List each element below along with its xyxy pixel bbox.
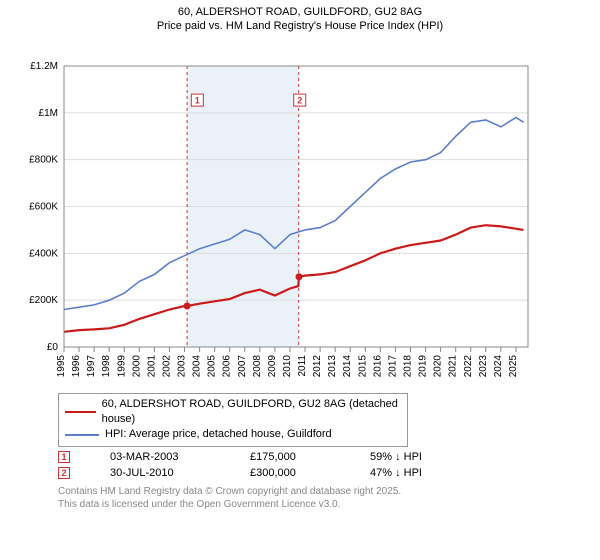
legend-swatch — [65, 411, 96, 413]
svg-text:1996: 1996 — [71, 354, 82, 377]
footer-line2: This data is licensed under the Open Gov… — [58, 498, 590, 511]
svg-text:1: 1 — [195, 95, 200, 105]
svg-text:£200K: £200K — [29, 295, 58, 306]
svg-text:2001: 2001 — [146, 354, 157, 377]
svg-text:1997: 1997 — [86, 354, 97, 377]
marker-pct: 59% ↓ HPI — [370, 451, 422, 463]
svg-text:2008: 2008 — [252, 354, 263, 377]
svg-text:2012: 2012 — [312, 354, 323, 377]
svg-text:£1.2M: £1.2M — [30, 61, 58, 72]
svg-text:£800K: £800K — [29, 154, 58, 165]
svg-text:2018: 2018 — [402, 354, 413, 377]
svg-text:£0: £0 — [47, 342, 59, 353]
svg-text:2007: 2007 — [237, 354, 248, 377]
marker-pct: 47% ↓ HPI — [370, 467, 422, 479]
svg-text:2005: 2005 — [207, 354, 218, 377]
svg-text:1999: 1999 — [116, 354, 127, 377]
svg-text:1995: 1995 — [56, 354, 67, 377]
marker-row: 1 03-MAR-2003 £175,000 59% ↓ HPI — [58, 451, 590, 463]
legend-item: HPI: Average price, detached house, Guil… — [65, 427, 401, 442]
svg-text:2003: 2003 — [177, 354, 188, 377]
svg-text:2006: 2006 — [222, 354, 233, 377]
line-chart: 1995 1996 1997 1998 1999 2000 2001 2002 2003 2004… — [10, 38, 590, 387]
svg-text:2019: 2019 — [418, 354, 429, 377]
svg-text:£400K: £400K — [29, 248, 58, 259]
svg-text:2024: 2024 — [493, 354, 504, 377]
marker-price: £300,000 — [250, 467, 330, 479]
svg-text:£1M: £1M — [39, 107, 58, 118]
svg-text:2021: 2021 — [448, 354, 459, 377]
footer-line1: Contains HM Land Registry data © Crown c… — [58, 485, 590, 498]
svg-text:2004: 2004 — [192, 354, 203, 377]
svg-text:2011: 2011 — [297, 354, 308, 376]
svg-text:£600K: £600K — [29, 201, 58, 212]
svg-text:2014: 2014 — [342, 354, 353, 377]
svg-text:1998: 1998 — [101, 354, 112, 377]
legend: 60, ALDERSHOT ROAD, GUILDFORD, GU2 8AG (… — [58, 393, 408, 447]
svg-text:2016: 2016 — [372, 354, 383, 377]
footer: Contains HM Land Registry data © Crown c… — [58, 485, 590, 511]
marker-num: 1 — [58, 451, 70, 463]
svg-text:2022: 2022 — [463, 354, 474, 377]
marker-row: 2 30-JUL-2010 £300,000 47% ↓ HPI — [58, 467, 590, 479]
svg-text:2023: 2023 — [478, 354, 489, 377]
svg-text:2015: 2015 — [357, 354, 368, 377]
svg-text:2: 2 — [297, 95, 302, 105]
marker-table: 1 03-MAR-2003 £175,000 59% ↓ HPI 2 30-JUL-201… — [58, 451, 590, 479]
legend-item: 60, ALDERSHOT ROAD, GUILDFORD, GU2 8AG (… — [65, 397, 401, 428]
marker-price: £175,000 — [250, 451, 330, 463]
title-line2: Price paid vs. HM Land Registry's House … — [10, 20, 590, 34]
legend-label: 60, ALDERSHOT ROAD, GUILDFORD, GU2 8AG (… — [102, 397, 401, 428]
title-line1: 60, ALDERSHOT ROAD, GUILDFORD, GU2 8AG — [10, 6, 590, 20]
marker-date: 30-JUL-2010 — [110, 467, 210, 479]
svg-text:2010: 2010 — [282, 354, 293, 377]
svg-text:2017: 2017 — [387, 354, 398, 377]
svg-text:2002: 2002 — [161, 354, 172, 377]
svg-text:2025: 2025 — [508, 354, 519, 377]
svg-text:2009: 2009 — [267, 354, 278, 377]
legend-swatch — [65, 434, 99, 436]
svg-text:2020: 2020 — [433, 354, 444, 377]
svg-text:2000: 2000 — [131, 354, 142, 377]
marker-date: 03-MAR-2003 — [110, 451, 210, 463]
marker-num: 2 — [58, 467, 70, 479]
svg-text:2013: 2013 — [327, 354, 338, 377]
chart-title: 60, ALDERSHOT ROAD, GUILDFORD, GU2 8AG P… — [10, 6, 590, 34]
legend-label: HPI: Average price, detached house, Guil… — [105, 427, 332, 442]
